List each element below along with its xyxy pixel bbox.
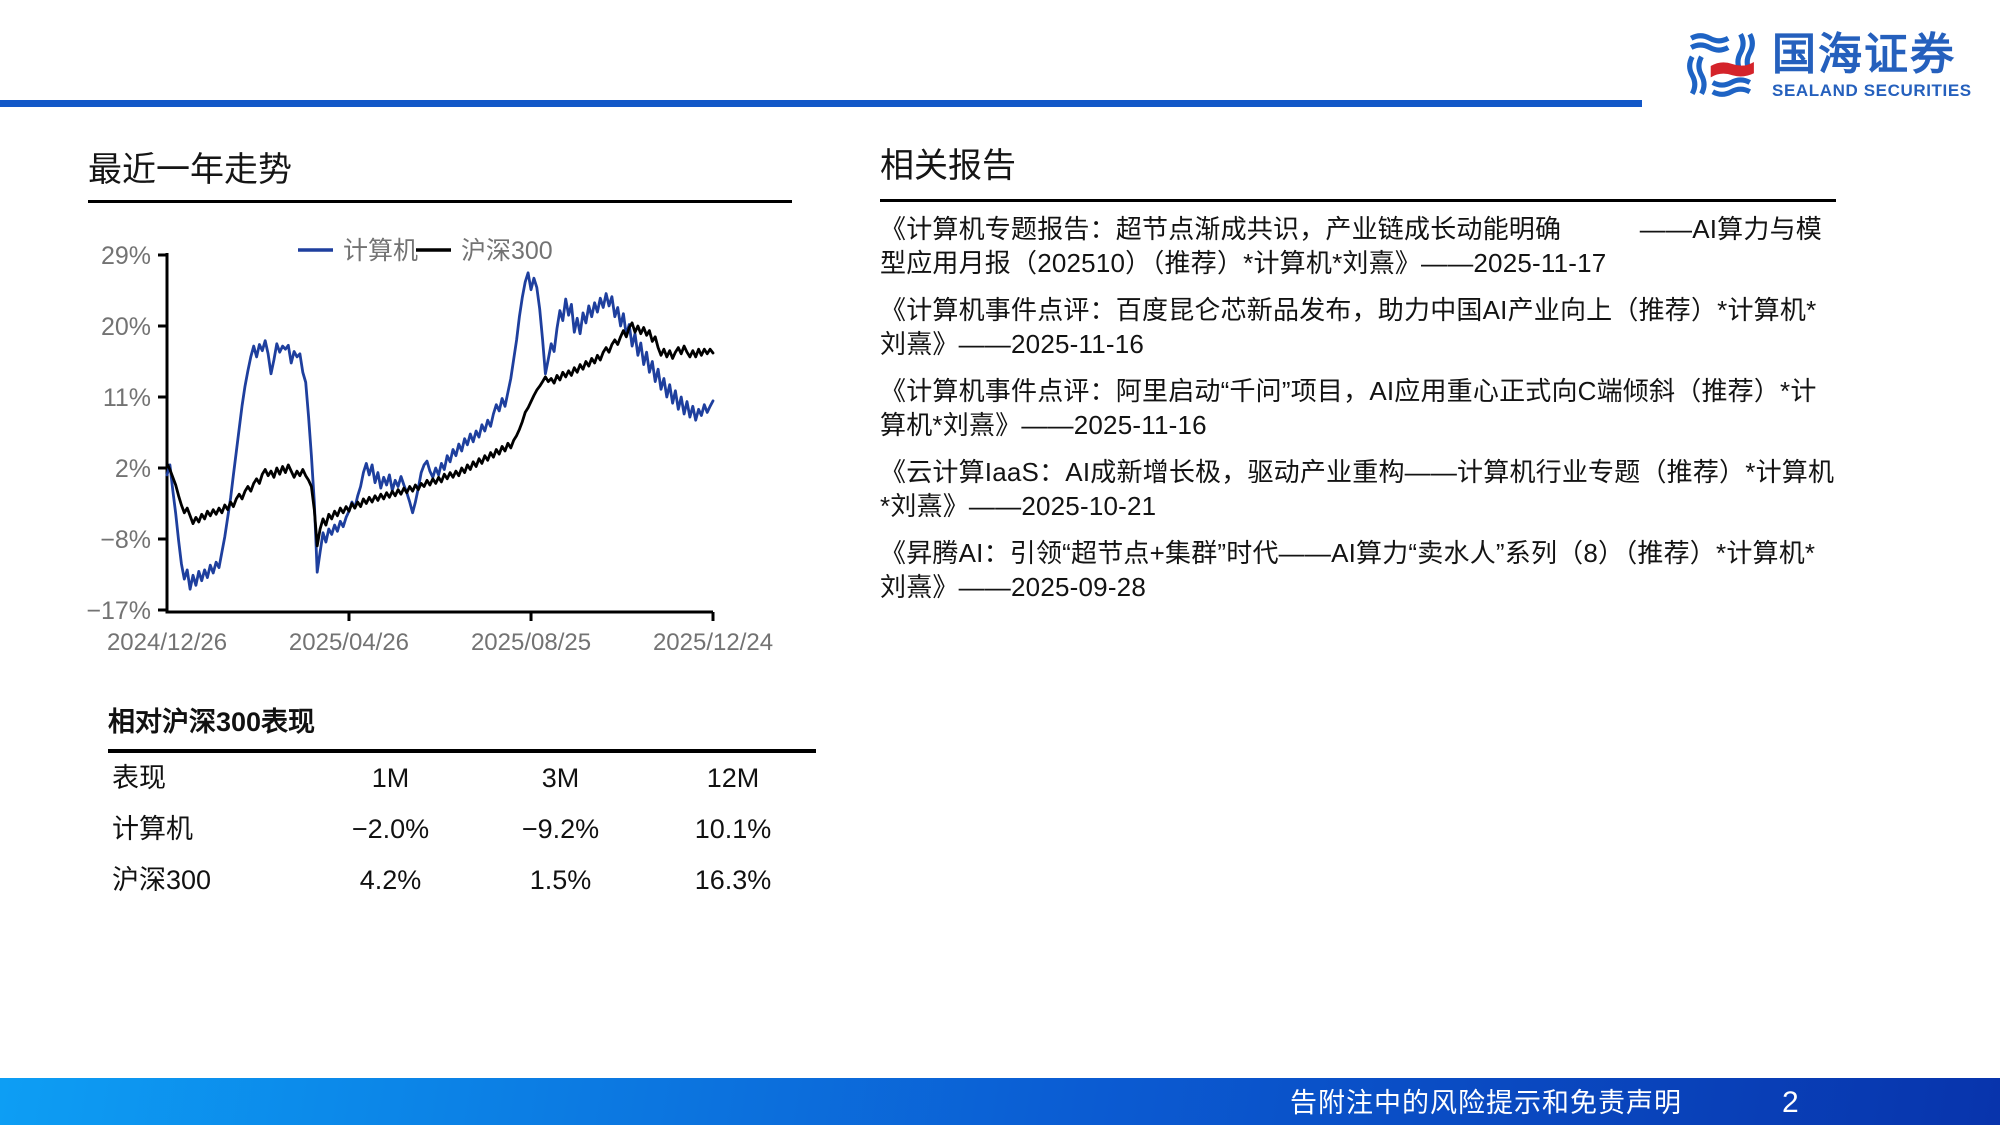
legend-label: 沪深300 bbox=[461, 237, 553, 265]
perf-row-label: 计算机 bbox=[112, 814, 193, 844]
y-axis-label: −17% bbox=[86, 597, 151, 625]
series-line-1 bbox=[165, 321, 715, 548]
reports-section-title: 相关报告 bbox=[880, 147, 1016, 185]
report-item[interactable]: 《昇腾AI：引领“超节点+集群”时代——AI算力“卖水人”系列（8）（推荐）*计… bbox=[880, 538, 1816, 602]
chart-axes bbox=[165, 253, 713, 614]
y-axis-label: 20% bbox=[101, 313, 151, 341]
perf-column-header: 1M bbox=[371, 763, 410, 793]
perf-value-cell: 10.1% bbox=[694, 814, 772, 844]
logo-company-name-en: SEALAND SECURITIES bbox=[1772, 81, 1972, 100]
reports-section-underline bbox=[880, 199, 1836, 202]
series-line-0 bbox=[165, 271, 715, 591]
x-axis-label: 2025/08/25 bbox=[471, 629, 591, 656]
perf-column-header: 3M bbox=[541, 763, 580, 793]
y-axis-label: 11% bbox=[103, 384, 151, 412]
perf-value-cell: 16.3% bbox=[694, 865, 772, 895]
footer-page-number: 2 bbox=[1782, 1086, 1799, 1119]
perf-column-header: 表现 bbox=[112, 763, 166, 793]
footer-bar: 告附注中的风险提示和免责声明 2 bbox=[0, 1078, 2000, 1125]
report-item[interactable]: 《云计算IaaS：AI成新增长极，驱动产业重构——计算机行业专题（推荐）*计算机… bbox=[880, 457, 1835, 521]
relative-performance-table: 相对沪深300表现 表现 1M 3M 12M 计算机 −2.0% −9.2% 10.1% 沪深3… bbox=[108, 700, 828, 906]
report-list: 《计算机专题报告：超节点渐成共识，产业链成长动能明确 ——AI算力与模型应用月报… bbox=[880, 212, 1838, 617]
report-item[interactable]: 《计算机专题报告：超节点渐成共识，产业链成长动能明确 ——AI算力与模型应用月报… bbox=[880, 214, 1822, 278]
trend-chart-canvas: 29% 20% 11% 2% −8% −17% 2024/12/26 2025/04/26 20… bbox=[86, 237, 773, 656]
performance-table-title: 相对沪深300表现 bbox=[108, 707, 316, 737]
performance-table-rule bbox=[108, 749, 816, 753]
footer-disclaimer: 告附注中的风险提示和免责声明 bbox=[1290, 1088, 1682, 1118]
x-axis-label: 2025/12/24 bbox=[653, 629, 773, 656]
x-axis-label: 2025/04/26 bbox=[289, 629, 409, 656]
perf-value-cell: −9.2% bbox=[521, 814, 600, 844]
report-item[interactable]: 《计算机事件点评：百度昆仑芯新品发布，助力中国AI产业向上（推荐）*计算机*刘熹… bbox=[880, 295, 1817, 359]
perf-column-header: 12M bbox=[706, 763, 760, 793]
header-divider-line bbox=[0, 100, 1642, 107]
perf-row-label: 沪深300 bbox=[112, 865, 212, 895]
trend-section-title: 最近一年走势 bbox=[88, 151, 292, 189]
y-axis-label: 2% bbox=[115, 455, 151, 483]
sealand-logo-mark-icon bbox=[1687, 32, 1755, 97]
sealand-securities-logo: 国海证券 SEALAND SECURITIES bbox=[1684, 30, 1972, 101]
trend-section-underline bbox=[88, 200, 792, 203]
perf-value-cell: −2.0% bbox=[351, 814, 430, 844]
logo-company-name: 国海证券 bbox=[1772, 30, 1956, 79]
x-axis-label: 2024/12/26 bbox=[107, 629, 227, 656]
perf-value-cell: 1.5% bbox=[529, 865, 592, 895]
logo-red-wave bbox=[1710, 61, 1754, 78]
perf-value-cell: 4.2% bbox=[359, 865, 422, 895]
legend-label: 计算机 bbox=[343, 237, 418, 265]
one-year-trend-chart: 29% 20% 11% 2% −8% −17% 2024/12/26 2025/04/26 20… bbox=[80, 180, 780, 670]
report-item[interactable]: 《计算机事件点评：阿里启动“千问”项目，AI应用重心正式向C端倾斜（推荐）*计算… bbox=[880, 376, 1817, 440]
y-axis-label: −8% bbox=[100, 526, 151, 554]
performance-table-grid: 表现 1M 3M 12M 计算机 −2.0% −9.2% 10.1% 沪深300 4.2% 1.5%… bbox=[108, 753, 828, 906]
y-axis-label: 29% bbox=[101, 242, 151, 270]
